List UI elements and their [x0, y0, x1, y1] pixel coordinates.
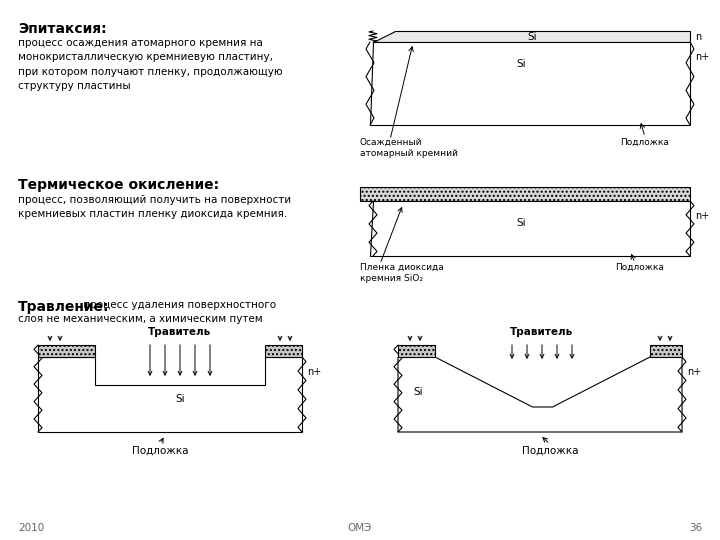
- Text: Травитель: Травитель: [510, 327, 574, 337]
- Text: Si: Si: [413, 387, 423, 397]
- Text: Эпитаксия:: Эпитаксия:: [18, 22, 107, 36]
- Polygon shape: [650, 345, 682, 357]
- Text: n+: n+: [687, 367, 701, 377]
- Text: Подложка: Подложка: [132, 446, 188, 456]
- Text: Травитель: Травитель: [148, 327, 212, 337]
- Text: ОМЭ: ОМЭ: [348, 523, 372, 533]
- Text: n+: n+: [695, 52, 709, 62]
- Text: Термическое окисление:: Термическое окисление:: [18, 178, 219, 192]
- Text: слоя не механическим, а химическим путем: слоя не механическим, а химическим путем: [18, 314, 263, 324]
- Text: Si: Si: [528, 32, 537, 42]
- Text: 36: 36: [689, 523, 702, 533]
- Text: Si: Si: [175, 394, 185, 404]
- Text: n+: n+: [695, 211, 709, 221]
- Polygon shape: [38, 345, 95, 357]
- Polygon shape: [398, 345, 435, 357]
- Text: 2010: 2010: [18, 523, 44, 533]
- Polygon shape: [38, 357, 302, 432]
- Text: n+: n+: [307, 367, 321, 377]
- Polygon shape: [373, 31, 690, 42]
- Polygon shape: [370, 201, 690, 256]
- Text: n: n: [695, 32, 701, 42]
- Polygon shape: [398, 357, 682, 432]
- Text: процесс удаления поверхностного: процесс удаления поверхностного: [80, 300, 276, 310]
- Polygon shape: [360, 187, 690, 201]
- Text: Si: Si: [517, 218, 526, 228]
- Text: Травление:: Травление:: [18, 300, 109, 314]
- Text: Подложка: Подложка: [616, 263, 665, 272]
- Text: Пленка диоксида: Пленка диоксида: [360, 263, 444, 272]
- Text: Подложка: Подложка: [522, 446, 578, 456]
- Text: Подложка: Подложка: [621, 138, 670, 147]
- Text: процесс осаждения атомарного кремния на
монокристаллическую кремниевую пластину,: процесс осаждения атомарного кремния на …: [18, 38, 283, 91]
- Text: Осажденный: Осажденный: [360, 138, 423, 147]
- Polygon shape: [265, 345, 302, 357]
- Text: Si: Si: [517, 59, 526, 69]
- Text: процесс, позволяющий получить на поверхности
кремниевых пластин пленку диоксида : процесс, позволяющий получить на поверхн…: [18, 195, 291, 219]
- Text: атомарный кремний: атомарный кремний: [360, 149, 458, 158]
- Text: кремния SiO₂: кремния SiO₂: [360, 274, 423, 283]
- Polygon shape: [370, 42, 690, 125]
